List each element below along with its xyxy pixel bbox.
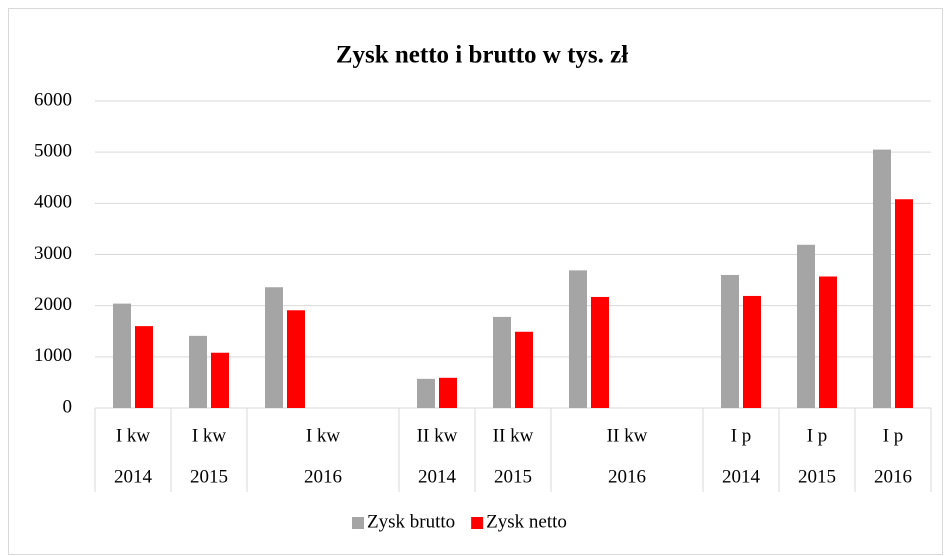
year-label: 2014 (114, 466, 153, 487)
bar (873, 149, 891, 408)
bar (113, 303, 131, 408)
bar (417, 378, 435, 408)
x-tick-label: I kw (116, 425, 151, 446)
year-label: 2016 (608, 466, 646, 487)
year-label: 2015 (190, 466, 228, 487)
x-tick-label: I p (883, 425, 904, 446)
bar (211, 352, 229, 408)
bar (819, 276, 837, 408)
x-tick-label: II kw (493, 425, 534, 446)
year-label: 2014 (722, 466, 761, 487)
legend-swatch (352, 517, 364, 529)
bar (515, 331, 533, 408)
bar (569, 270, 587, 408)
year-label: 2016 (874, 466, 912, 487)
y-tick-label: 1000 (34, 345, 72, 366)
x-tick-label: II kw (607, 425, 648, 446)
bar (797, 244, 815, 408)
y-tick-label: 5000 (34, 141, 72, 162)
bar (439, 377, 457, 408)
y-tick-label: 0 (63, 396, 73, 417)
chart-title: Zysk netto i brutto w tys. zł (336, 42, 628, 69)
bar (743, 295, 761, 408)
bar (287, 310, 305, 408)
bar (189, 335, 207, 408)
year-label: 2016 (304, 466, 342, 487)
legend-swatch (471, 517, 484, 529)
x-tick-label: I kw (306, 425, 341, 446)
y-tick-label: 4000 (34, 192, 72, 213)
bar (135, 326, 153, 408)
year-label: 2015 (494, 466, 532, 487)
x-tick-label: I p (731, 425, 752, 446)
bar (721, 274, 739, 408)
year-label: 2014 (418, 466, 457, 487)
x-tick-label: I p (807, 425, 828, 446)
bar (493, 316, 511, 408)
year-label: 2015 (798, 466, 836, 487)
y-tick-label: 6000 (34, 89, 72, 110)
y-tick-label: 2000 (34, 294, 72, 315)
legend-label: Zysk netto (486, 511, 567, 532)
legend-label: Zysk brutto (367, 511, 455, 532)
y-tick-label: 3000 (34, 243, 72, 264)
bar (265, 287, 283, 408)
x-tick-label: I kw (192, 425, 227, 446)
bar (895, 199, 913, 408)
x-tick-label: II kw (417, 425, 458, 446)
bar (591, 296, 609, 408)
